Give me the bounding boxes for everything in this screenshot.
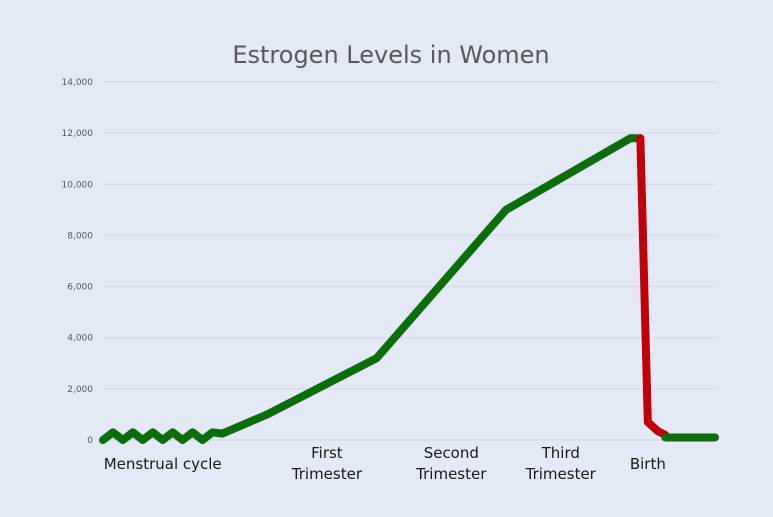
y-tick-label: 8,000 xyxy=(67,231,93,241)
series-line-2 xyxy=(636,134,670,439)
y-tick-label: 12,000 xyxy=(62,129,94,139)
y-axis-ticks: 0 2,000 4,000 6,000 8,000 10,000 12,000 14,000 xyxy=(62,78,94,446)
phase-label-4: Third Trimester xyxy=(525,444,597,483)
y-tick-label: 4,000 xyxy=(67,334,93,344)
series-line-1 xyxy=(99,134,645,444)
phase-label-5: Birth xyxy=(630,455,666,473)
phase-label-2: First Trimester xyxy=(291,444,363,483)
y-tick-label: 0 xyxy=(87,436,93,446)
phase-label-1: Menstrual cycle xyxy=(104,455,222,473)
phase-label-3: Second Trimester xyxy=(415,444,487,483)
gridlines xyxy=(103,81,715,441)
y-tick-label: 10,000 xyxy=(62,180,94,190)
series-lines xyxy=(99,134,719,444)
phase-labels: Menstrual cycle First Trimester Second Trime… xyxy=(104,444,666,483)
y-tick-label: 2,000 xyxy=(67,385,93,395)
chart-title: Estrogen Levels in Women xyxy=(232,41,549,69)
y-tick-label: 6,000 xyxy=(67,283,93,293)
y-tick-label: 14,000 xyxy=(62,78,94,88)
